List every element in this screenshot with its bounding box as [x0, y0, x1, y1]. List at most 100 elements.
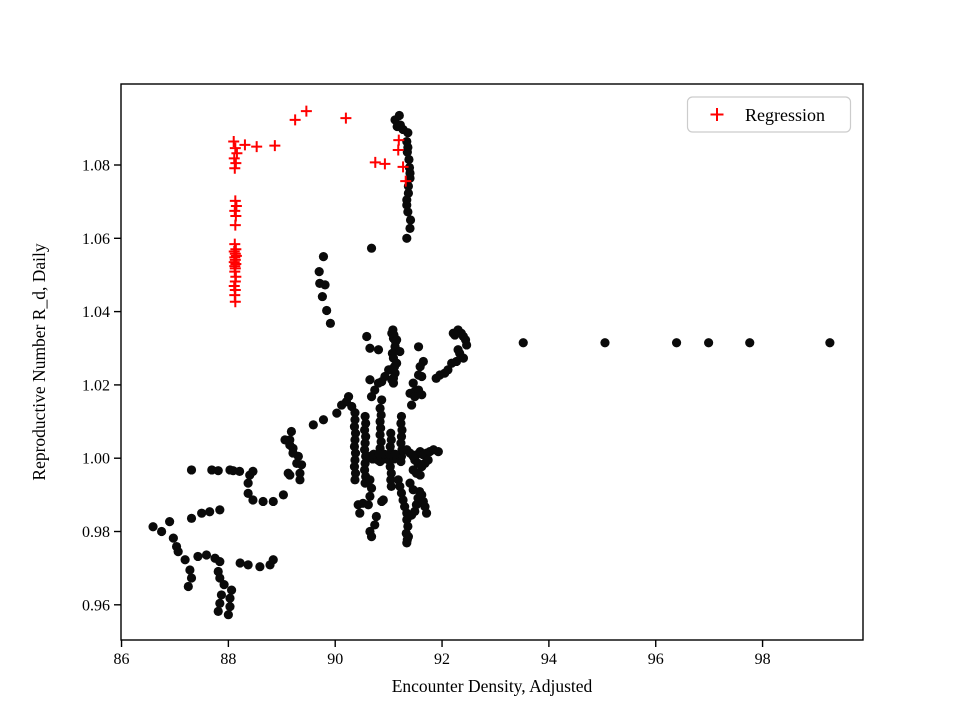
data-point [165, 517, 175, 527]
data-point [386, 481, 396, 492]
data-point [156, 526, 167, 537]
data-point [325, 318, 336, 328]
data-point [386, 475, 396, 485]
y-axis-label: Reproductive Number R_d, Daily [29, 243, 49, 480]
y-tick-label: 0.96 [82, 597, 110, 614]
data-point [373, 378, 384, 388]
data-point [417, 371, 427, 382]
data-point [377, 496, 387, 507]
data-point-plus [229, 266, 241, 278]
data-point [405, 478, 415, 488]
x-tick-label: 88 [220, 651, 236, 668]
data-point [350, 455, 360, 465]
data-point [375, 416, 385, 427]
data-point [322, 305, 332, 316]
data-point [268, 496, 278, 507]
data-point [395, 346, 405, 357]
data-point-plus [228, 152, 240, 164]
data-point [216, 590, 227, 600]
x-tick-label: 94 [541, 651, 557, 668]
data-point [183, 581, 193, 592]
data-point-plus [229, 205, 241, 217]
x-tick-label: 86 [114, 651, 130, 668]
data-point [386, 468, 396, 478]
data-point-plus [269, 140, 281, 152]
data-point [415, 470, 425, 480]
data-point [350, 435, 360, 445]
data-point [402, 538, 412, 548]
data-point [415, 361, 425, 372]
data-point [268, 555, 278, 565]
legend: Regression [686, 96, 852, 133]
y-tick-label: 1.02 [82, 377, 110, 394]
data-point [371, 511, 381, 522]
data-point [407, 400, 417, 410]
data-point-plus [392, 144, 404, 156]
data-point-plus [230, 157, 242, 169]
data-point [370, 385, 380, 395]
data-point-plus [229, 142, 241, 154]
data-point [225, 593, 235, 603]
series-observations [148, 110, 835, 620]
data-point [518, 338, 528, 348]
data-point [317, 291, 327, 302]
data-point [185, 565, 195, 575]
data-points-layer [148, 105, 835, 620]
ticks-layer: 86 88 90 92 94 96 98 0.96 0.98 1.00 1.02 1.04 1.06 1.… [82, 157, 771, 668]
data-point [245, 470, 255, 480]
data-point [394, 110, 404, 121]
legend-box [686, 96, 852, 133]
data-point [350, 475, 360, 485]
data-point-plus [228, 136, 240, 148]
data-point [361, 431, 371, 442]
data-point-plus [369, 156, 381, 168]
data-point [433, 447, 443, 457]
data-point [215, 598, 225, 608]
data-point [366, 532, 377, 542]
data-point [600, 338, 610, 348]
data-point [280, 435, 290, 445]
data-point-plus [400, 175, 412, 187]
data-point [365, 475, 375, 485]
data-point-plus [229, 219, 241, 231]
data-point [186, 465, 197, 475]
y-tick-label: 1.08 [82, 157, 110, 174]
x-axis-label: Encounter Density, Adjusted [392, 676, 593, 696]
data-point [397, 425, 407, 435]
data-point [462, 340, 472, 350]
data-point [402, 233, 412, 243]
data-point [295, 475, 305, 485]
data-point [248, 495, 258, 505]
data-point [417, 390, 427, 400]
data-point [362, 331, 372, 342]
data-point [213, 466, 223, 476]
data-point [288, 448, 298, 458]
y-tick-label: 1.06 [82, 231, 110, 248]
data-point [215, 573, 225, 583]
data-point [255, 562, 265, 572]
y-tick-label: 0.98 [82, 524, 110, 541]
data-point [350, 415, 360, 425]
data-point [283, 468, 293, 478]
data-point [363, 500, 373, 510]
data-point [213, 606, 223, 617]
data-point [234, 466, 245, 477]
axes-spines [120, 83, 864, 641]
x-tick-label: 98 [755, 651, 771, 668]
data-point [365, 375, 375, 385]
x-tick-label: 92 [434, 651, 450, 668]
data-point [825, 338, 835, 348]
data-point [405, 215, 416, 225]
data-point [403, 128, 413, 138]
data-point [390, 449, 400, 459]
data-point [396, 411, 407, 422]
data-point [223, 610, 233, 620]
data-point [243, 478, 253, 488]
legend-label: Regression [745, 105, 825, 125]
data-point [343, 392, 354, 402]
data-point-plus [229, 195, 241, 207]
data-point-plus [231, 147, 243, 159]
data-point [314, 267, 324, 277]
